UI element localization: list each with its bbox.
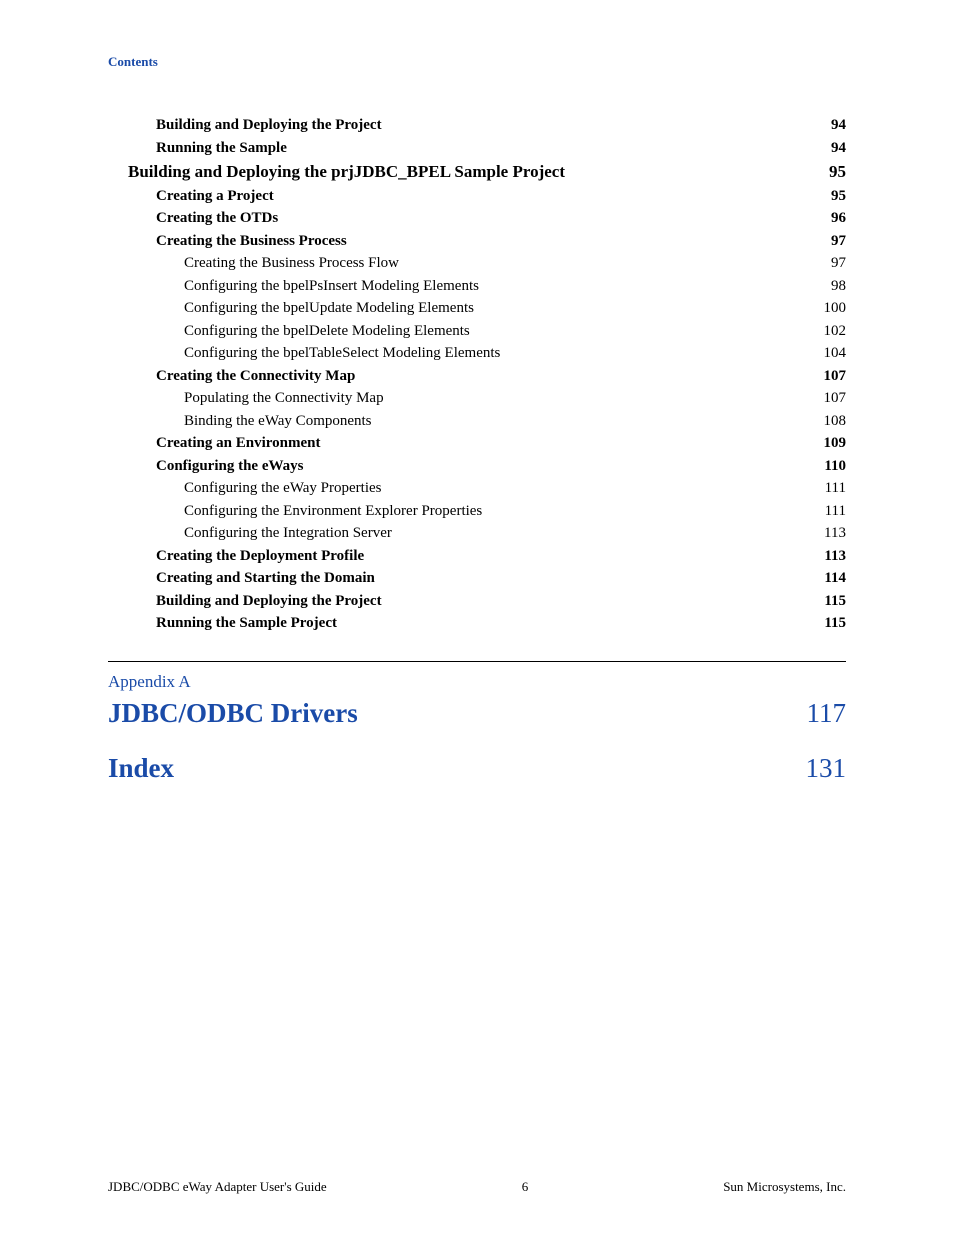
toc-entry-title: Configuring the bpelTableSelect Modeling…: [184, 342, 500, 365]
toc-entry[interactable]: Configuring the eWays 110: [156, 455, 846, 478]
toc-entry-title: Creating the Business Process: [156, 230, 347, 253]
toc-entry-page: 111: [816, 477, 846, 500]
toc-entry[interactable]: Creating an Environment 109: [156, 432, 846, 455]
toc-entry-title: Creating the Deployment Profile: [156, 545, 364, 568]
toc-entry-page: 107: [816, 365, 846, 388]
toc-entry-title: Creating the Business Process Flow: [184, 252, 399, 275]
footer-center: 6: [522, 1179, 529, 1195]
toc-entry-title: Binding the eWay Components: [184, 410, 372, 433]
toc-entry-title: Configuring the Environment Explorer Pro…: [184, 500, 482, 523]
toc-entry[interactable]: Running the Sample Project 115: [156, 612, 846, 635]
toc-entry-page: 114: [816, 567, 846, 590]
toc-entry-title: Creating a Project: [156, 185, 274, 208]
index-title-row[interactable]: Index 131: [108, 753, 846, 784]
index-title: Index: [108, 753, 174, 784]
toc-section-heading[interactable]: Building and Deploying the prjJDBC_BPEL …: [128, 159, 846, 185]
toc-section-page: 95: [816, 159, 846, 185]
toc-entry[interactable]: Configuring the bpelDelete Modeling Elem…: [184, 320, 846, 343]
toc-entry-title: Configuring the eWay Properties: [184, 477, 382, 500]
toc-entry[interactable]: Configuring the bpelTableSelect Modeling…: [184, 342, 846, 365]
toc-entry-page: 111: [816, 500, 846, 523]
appendix-page: 117: [807, 698, 847, 729]
toc-entry-page: 94: [816, 137, 846, 160]
toc-entry[interactable]: Creating and Starting the Domain 114: [156, 567, 846, 590]
index-page: 131: [806, 753, 847, 784]
toc-entry-title: Creating an Environment: [156, 432, 320, 455]
appendix-title: JDBC/ODBC Drivers: [108, 698, 358, 729]
toc-entry[interactable]: Configuring the Integration Server 113: [184, 522, 846, 545]
toc-entry-title: Creating the OTDs: [156, 207, 278, 230]
toc-entry[interactable]: Configuring the Environment Explorer Pro…: [184, 500, 846, 523]
toc-entry[interactable]: Binding the eWay Components 108: [184, 410, 846, 433]
page-footer: JDBC/ODBC eWay Adapter User's Guide 6 Su…: [108, 1179, 846, 1195]
toc-entry-page: 96: [816, 207, 846, 230]
toc-entry-page: 97: [816, 252, 846, 275]
toc-entry-title: Building and Deploying the Project: [156, 590, 382, 613]
toc-entry-page: 115: [816, 590, 846, 613]
appendix-label: Appendix A: [108, 672, 846, 692]
toc-entry-title: Creating the Connectivity Map: [156, 365, 355, 388]
toc-entry[interactable]: Populating the Connectivity Map 107: [184, 387, 846, 410]
toc-entry[interactable]: Building and Deploying the Project 94: [156, 114, 846, 137]
toc-entry-title: Configuring the bpelDelete Modeling Elem…: [184, 320, 470, 343]
toc-entry-page: 102: [816, 320, 846, 343]
toc-entry[interactable]: Running the Sample 94: [156, 137, 846, 160]
toc-entry[interactable]: Configuring the bpelUpdate Modeling Elem…: [184, 297, 846, 320]
appendix-title-row[interactable]: JDBC/ODBC Drivers 117: [108, 698, 846, 729]
toc-entry[interactable]: Configuring the bpelPsInsert Modeling El…: [184, 275, 846, 298]
toc-entry[interactable]: Configuring the eWay Properties 111: [184, 477, 846, 500]
toc-entry-title: Building and Deploying the Project: [156, 114, 382, 137]
toc-entry[interactable]: Creating a Project 95: [156, 185, 846, 208]
toc-entry-page: 97: [816, 230, 846, 253]
toc-entry-title: Configuring the Integration Server: [184, 522, 392, 545]
toc-items: Creating a Project95Creating the OTDs96C…: [108, 185, 846, 635]
toc-pre-section: Building and Deploying the Project94Runn…: [108, 114, 846, 159]
toc-entry[interactable]: Creating the Business Process 97: [156, 230, 846, 253]
toc-entry-title: Running the Sample Project: [156, 612, 337, 635]
toc-entry-title: Configuring the bpelUpdate Modeling Elem…: [184, 297, 474, 320]
toc-entry-page: 109: [816, 432, 846, 455]
toc-entry[interactable]: Creating the OTDs 96: [156, 207, 846, 230]
toc-entry-title: Configuring the bpelPsInsert Modeling El…: [184, 275, 479, 298]
footer-left: JDBC/ODBC eWay Adapter User's Guide: [108, 1179, 327, 1195]
toc-entry[interactable]: Creating the Business Process Flow 97: [184, 252, 846, 275]
toc-entry-page: 110: [816, 455, 846, 478]
toc-entry-page: 94: [816, 114, 846, 137]
header-contents-label: Contents: [108, 54, 846, 70]
page-content: Contents Building and Deploying the Proj…: [0, 0, 954, 784]
toc-entry-page: 107: [816, 387, 846, 410]
toc-entry-page: 95: [816, 185, 846, 208]
toc-entry-title: Configuring the eWays: [156, 455, 304, 478]
toc-entry-page: 115: [816, 612, 846, 635]
footer-right: Sun Microsystems, Inc.: [723, 1179, 846, 1195]
toc-entry-page: 113: [816, 545, 846, 568]
toc-entry-page: 100: [816, 297, 846, 320]
toc-section-title: Building and Deploying the prjJDBC_BPEL …: [128, 159, 565, 185]
toc-entry-page: 108: [816, 410, 846, 433]
toc-entry-page: 98: [816, 275, 846, 298]
toc-entry-title: Running the Sample: [156, 137, 287, 160]
toc-entry-page: 113: [816, 522, 846, 545]
section-divider: [108, 661, 846, 662]
toc-entry-title: Creating and Starting the Domain: [156, 567, 375, 590]
toc-entry[interactable]: Creating the Connectivity Map 107: [156, 365, 846, 388]
toc-entry[interactable]: Building and Deploying the Project 115: [156, 590, 846, 613]
toc-entry-title: Populating the Connectivity Map: [184, 387, 384, 410]
toc-entry-page: 104: [816, 342, 846, 365]
toc-entry[interactable]: Creating the Deployment Profile 113: [156, 545, 846, 568]
